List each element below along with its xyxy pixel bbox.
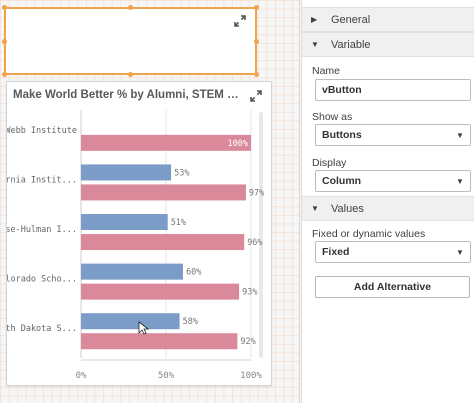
- chevron-down-icon: ▼: [456, 247, 464, 257]
- bar-series-2: [81, 184, 246, 201]
- data-label: 53%: [174, 168, 189, 178]
- button-object[interactable]: [4, 7, 257, 75]
- category-label: Webb Institute: [7, 126, 77, 136]
- x-tick-label: 100%: [240, 371, 262, 381]
- show-as-label: Show as: [312, 111, 353, 123]
- caret-right-icon: ▶: [311, 15, 318, 24]
- bar-series-1: [81, 263, 183, 280]
- data-label: 97%: [249, 188, 264, 198]
- data-label: 58%: [183, 317, 198, 327]
- show-as-select[interactable]: Buttons ▼: [315, 124, 471, 146]
- bar-series-2: [81, 234, 245, 251]
- bar-series-2: [81, 134, 251, 151]
- caret-down-icon: ▼: [311, 204, 319, 213]
- expand-arrows-icon[interactable]: [233, 14, 247, 28]
- resize-handle[interactable]: [254, 39, 259, 44]
- display-select[interactable]: Column ▼: [315, 170, 471, 192]
- bar-series-2: [81, 283, 240, 300]
- data-label: 100%: [228, 139, 248, 149]
- caret-down-icon: ▼: [311, 40, 319, 49]
- section-general[interactable]: ▶ General: [302, 7, 474, 32]
- resize-handle[interactable]: [128, 5, 133, 10]
- expand-arrows-icon[interactable]: [249, 89, 263, 103]
- properties-panel: ▶ General ▼ Variable Name vButton Show a…: [301, 0, 474, 403]
- fixed-dynamic-label: Fixed or dynamic values: [312, 228, 426, 240]
- category-label: South Dakota S...: [7, 324, 77, 334]
- mouse-cursor-icon: [138, 321, 150, 335]
- data-label: 96%: [247, 238, 262, 248]
- bar-series-2: [81, 333, 238, 350]
- name-input[interactable]: vButton: [315, 79, 471, 101]
- x-tick-label: 0%: [76, 371, 87, 381]
- data-label: 93%: [242, 288, 257, 298]
- resize-handle[interactable]: [2, 72, 7, 77]
- resize-handle[interactable]: [254, 5, 259, 10]
- bar-series-1: [81, 214, 168, 231]
- resize-handle[interactable]: [2, 39, 7, 44]
- add-alternative-button[interactable]: Add Alternative: [315, 276, 470, 298]
- chevron-down-icon: ▼: [456, 130, 464, 140]
- display-label: Display: [312, 157, 347, 169]
- category-label: Rose-Hulman I...: [7, 225, 77, 235]
- chart-scrollbar: [259, 112, 263, 358]
- name-label: Name: [312, 65, 341, 77]
- section-variable[interactable]: ▼ Variable: [302, 32, 474, 57]
- fixed-dynamic-select[interactable]: Fixed ▼: [315, 241, 471, 263]
- category-label: California Instit...: [7, 175, 77, 185]
- section-values[interactable]: ▼ Values: [302, 196, 474, 221]
- bar-series-1: [81, 313, 180, 330]
- x-tick-label: 50%: [158, 371, 175, 381]
- resize-handle[interactable]: [128, 72, 133, 77]
- chart-plot: 0% 50% 100% Webb Institute 100% California In…: [7, 110, 264, 381]
- bar-chart-object[interactable]: Make World Better % by Alumni, STEM % by…: [6, 81, 272, 386]
- sheet-canvas[interactable]: Make World Better % by Alumni, STEM % by…: [0, 0, 300, 403]
- bar-series-1: [81, 164, 172, 181]
- resize-handle[interactable]: [2, 5, 7, 10]
- data-label: 60%: [186, 268, 201, 278]
- category-label: Colorado Scho...: [7, 275, 77, 285]
- chevron-down-icon: ▼: [456, 176, 464, 186]
- resize-handle[interactable]: [254, 72, 259, 77]
- data-label: 92%: [240, 337, 255, 347]
- data-label: 51%: [171, 218, 186, 228]
